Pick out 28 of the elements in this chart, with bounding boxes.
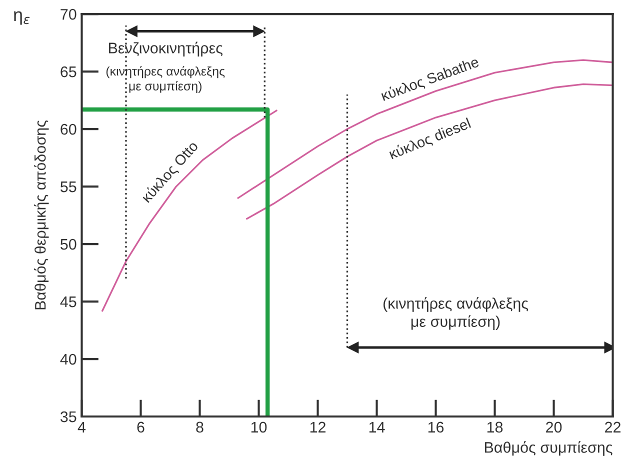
x-tick-label: 10 (251, 422, 267, 433)
annotation: (κινητήρες ανάφλεξης με συμπίεση) (383, 297, 528, 330)
x-tick-label: 8 (196, 422, 204, 433)
y-tick-label: 45 (60, 296, 76, 308)
x-tick-label: 22 (605, 422, 620, 432)
text: κύκλος diesel (388, 117, 472, 162)
x-tick-label: 12 (310, 422, 326, 432)
y-axis-title: Βαθμός θερμικής απόδοσης (34, 120, 49, 310)
y-tick-label: 50 (60, 238, 76, 250)
text: η$_{ε}$ (14, 11, 30, 25)
annotation: Βενζινοκινητήρες (109, 42, 222, 56)
x-tick-label: 6 (137, 422, 144, 433)
y-tick-label: 65 (60, 66, 76, 78)
x-tick-label: 18 (487, 422, 503, 433)
x-tick-label: 16 (428, 422, 444, 433)
line-series (237, 59, 613, 199)
y-tick-label: 60 (60, 124, 76, 135)
y-tick-label: 70 (60, 8, 76, 20)
x-tick-label: 4 (78, 422, 86, 432)
x-tick-label: 14 (369, 422, 385, 432)
x-tick-label: 20 (546, 422, 562, 433)
x-axis-title: Βαθμός συμπίεσης (484, 441, 612, 456)
y-tick-label: 55 (60, 182, 76, 192)
line-series (102, 110, 278, 312)
text: κύκλος Sabathe (380, 56, 480, 104)
y-tick-label: 40 (60, 354, 76, 365)
y-tick-label: 35 (60, 411, 76, 422)
annotation: (κινητήρες ανάφλεξης με συμπίεση) (106, 66, 225, 93)
